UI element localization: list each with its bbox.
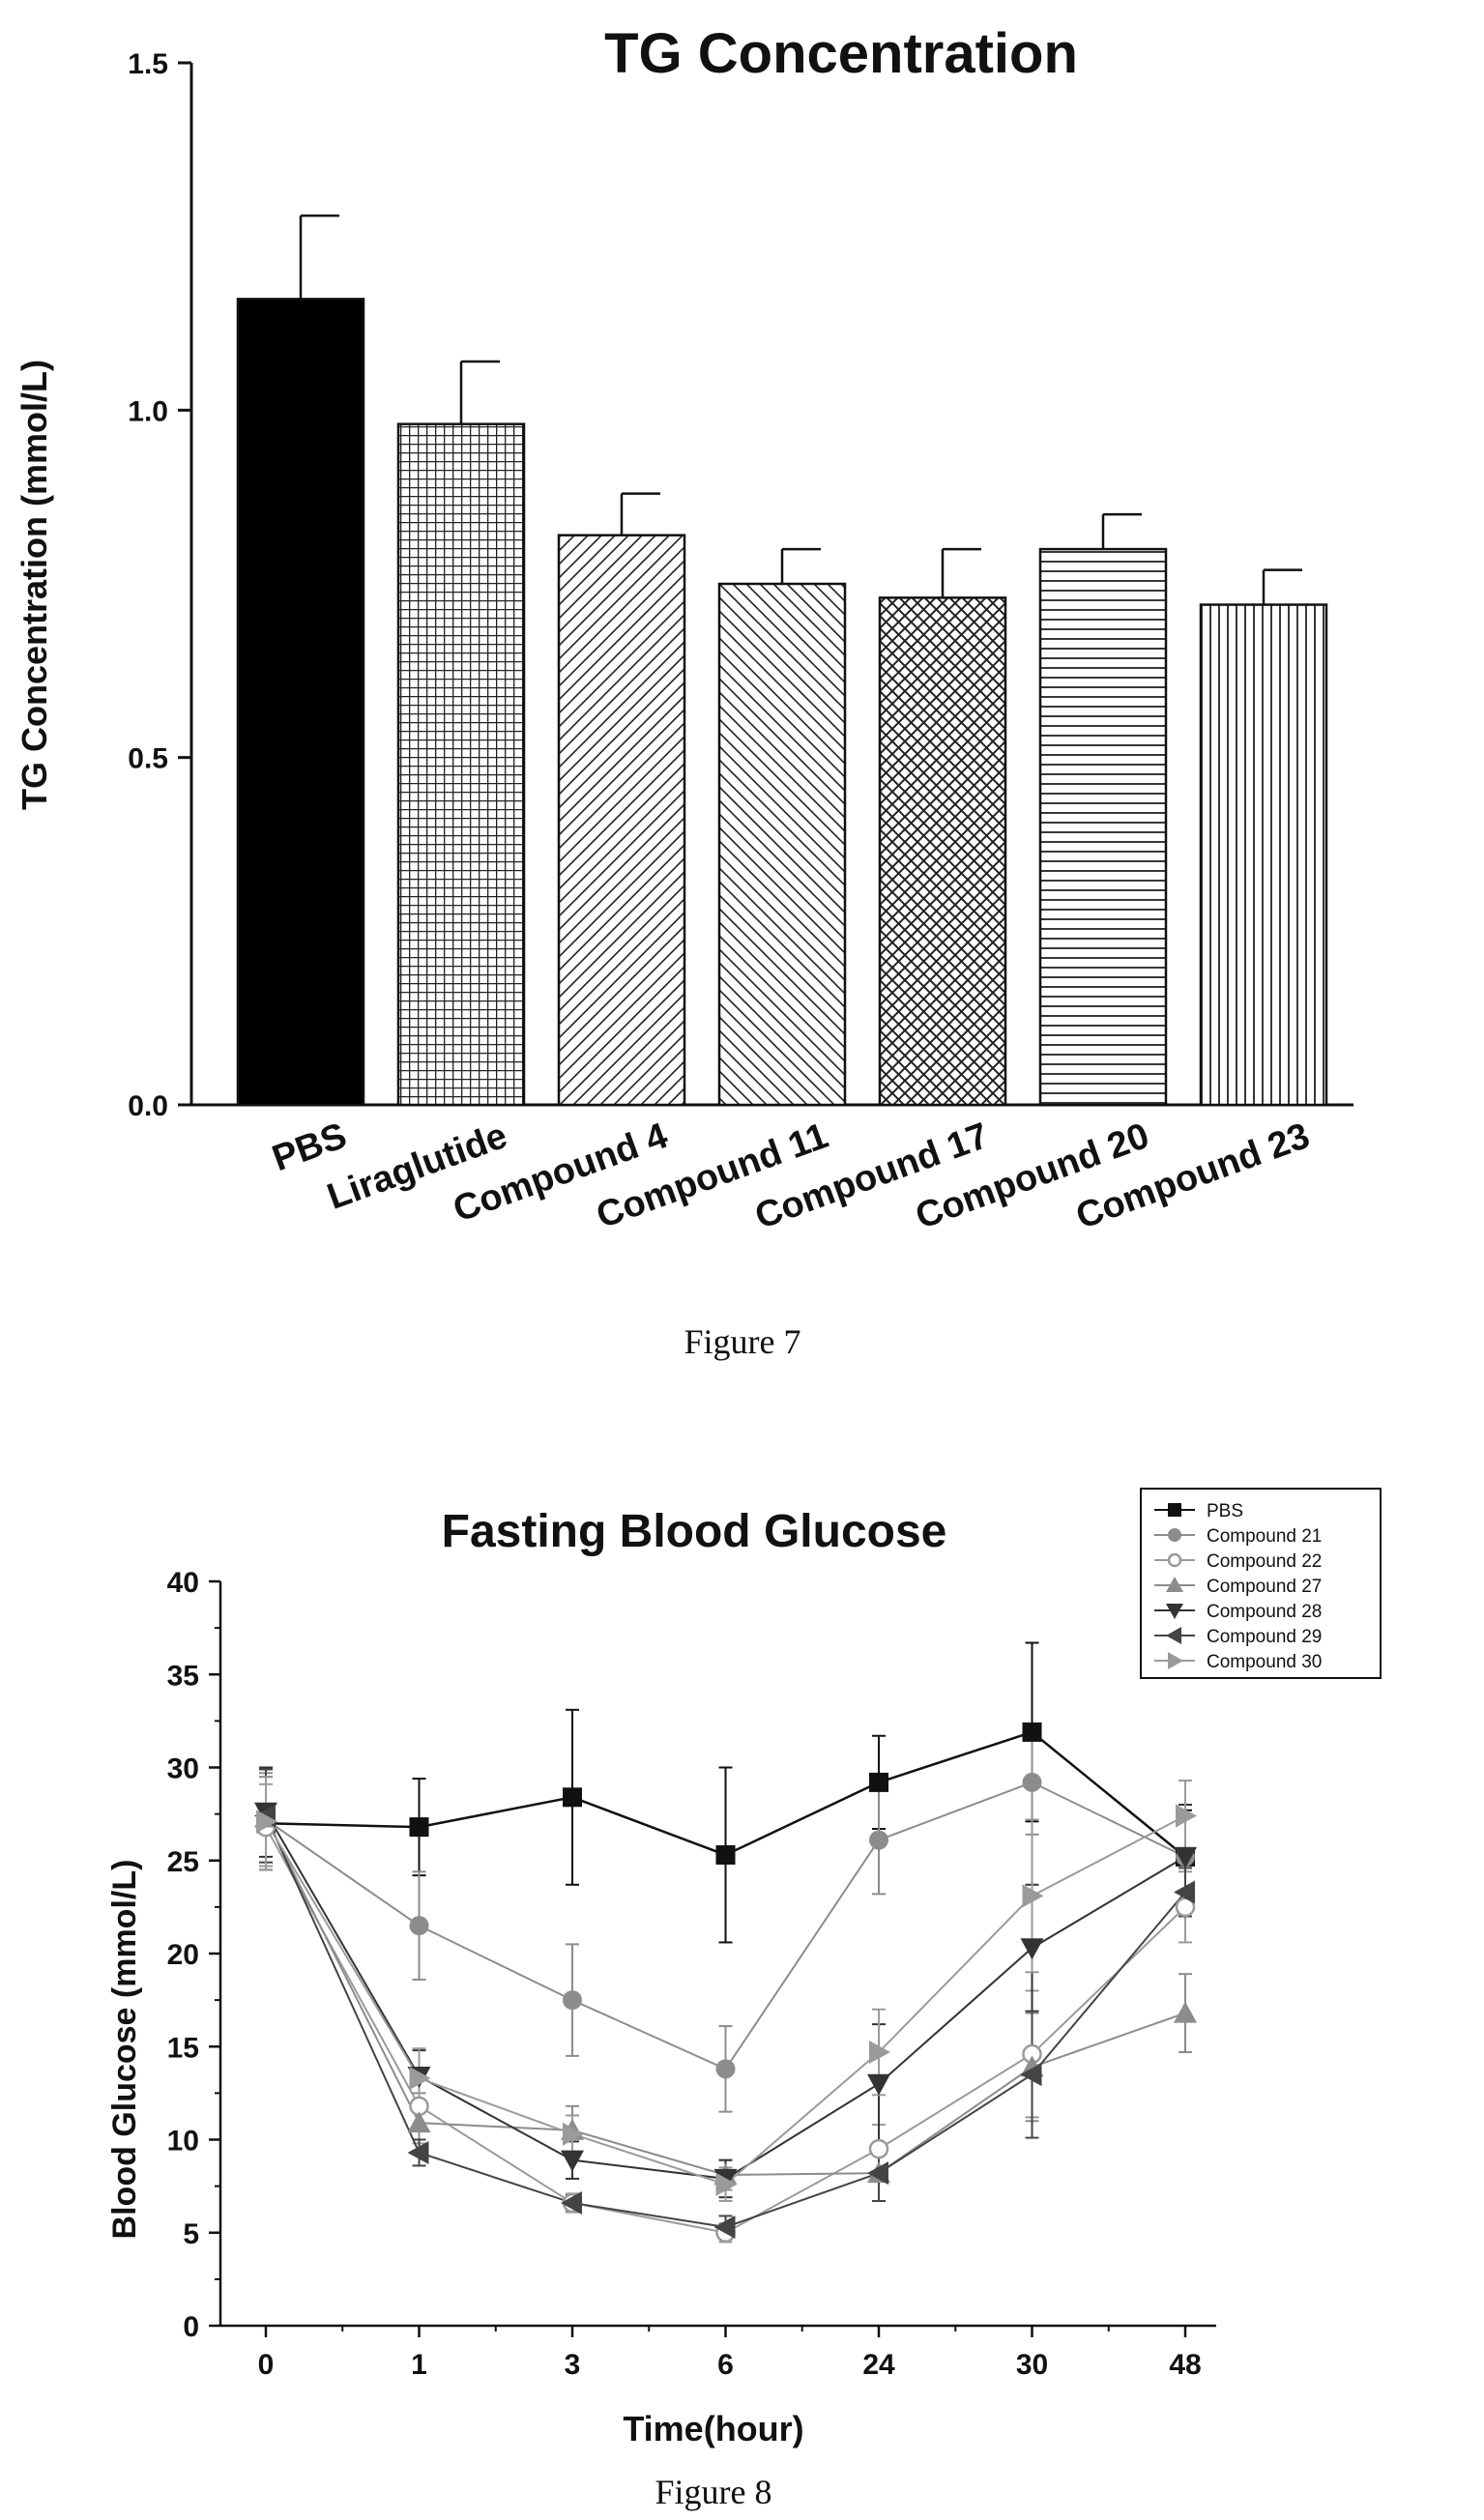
y-tick-label: 35 <box>167 1660 199 1692</box>
bar <box>717 582 847 1107</box>
data-point <box>1022 1884 1044 1908</box>
y-tick-labels: 0.0 0.5 1.0 1.5 <box>128 48 168 1122</box>
legend-marker <box>1168 1652 1183 1669</box>
legend-label: PBS <box>1207 1501 1243 1521</box>
data-point <box>713 2215 736 2239</box>
x-axis-label: Time(hour) <box>623 2409 803 2448</box>
data-point <box>1020 2063 1042 2087</box>
data-point <box>715 1844 736 1865</box>
chart-title: TG Concentration <box>604 22 1078 85</box>
y-tick-label: 0.5 <box>128 743 168 775</box>
data-point <box>407 2111 431 2133</box>
y-axis-label: Blood Glucose (mmol/L) <box>106 1860 143 2240</box>
bar <box>557 534 686 1107</box>
x-tick-label: 6 <box>717 2349 734 2381</box>
legend-label: Compound 22 <box>1207 1551 1322 1572</box>
data-point <box>561 2150 584 2172</box>
figure-7-bar-chart: TG Concentration TG Concentration (mmol/… <box>15 22 1353 1361</box>
y-tick-label: 40 <box>167 1567 199 1599</box>
error-bars <box>259 1641 1192 2244</box>
x-tick-label: 30 <box>1016 2349 1048 2381</box>
data-point <box>409 1817 429 1838</box>
data-point <box>1020 1938 1044 1960</box>
data-point <box>715 2172 738 2196</box>
y-tick-label: 0 <box>183 2311 199 2343</box>
y-tick-label: 1.0 <box>128 395 168 427</box>
data-point <box>1022 1722 1042 1742</box>
y-axis-label: TG Concentration (mmol/L) <box>15 360 54 810</box>
x-tick-labels: 0 1 3 6 24 30 48 <box>258 2349 1202 2381</box>
y-tick-label: 10 <box>167 2126 199 2158</box>
data-point <box>563 2122 584 2146</box>
legend-marker <box>1168 1503 1181 1517</box>
data-point <box>409 2066 431 2090</box>
legend-marker <box>1166 1627 1181 1644</box>
data-point <box>869 1772 888 1792</box>
data-point <box>869 1830 888 1850</box>
series-markers <box>254 1722 1197 2243</box>
data-point <box>1176 1804 1197 1828</box>
data-point <box>563 1787 582 1808</box>
legend-label: Compound 30 <box>1207 1652 1322 1672</box>
data-point <box>409 1916 429 1936</box>
data-point <box>867 2161 888 2186</box>
legend-marker <box>1166 1577 1183 1592</box>
data-point <box>869 2041 890 2065</box>
data-point <box>407 2140 429 2164</box>
x-tick-label: 1 <box>411 2349 427 2381</box>
figure-8-line-chart: Fasting Blood Glucose Blood Glucose (mmo… <box>106 1488 1382 2511</box>
bar <box>1038 547 1168 1107</box>
legend-label: Compound 27 <box>1207 1577 1322 1597</box>
data-point <box>868 2138 889 2159</box>
error-bars <box>299 214 1302 605</box>
y-tick-label: 0.0 <box>128 1090 168 1122</box>
legend-label: Compound 28 <box>1207 1602 1322 1622</box>
data-point <box>1022 1772 1042 1792</box>
x-tick-label: 48 <box>1169 2349 1201 2381</box>
chart-title: Fasting Blood Glucose <box>442 1506 947 1557</box>
figure-caption: Figure 8 <box>655 2473 772 2511</box>
bars <box>236 298 1328 1107</box>
y-tick-label: 30 <box>167 1753 199 1785</box>
y-tick-labels: 0 5 10 15 20 25 30 35 40 <box>167 1567 199 2343</box>
figure-caption: Figure 7 <box>684 1322 801 1361</box>
x-tick-label: 3 <box>565 2349 581 2381</box>
data-point <box>256 1810 277 1834</box>
legend-marker <box>1166 1604 1183 1619</box>
legend: PBS Compound 21 Compound 22 Compound 27 Comp… <box>1140 1488 1382 1679</box>
legend-marker <box>1168 1528 1181 1542</box>
axes <box>209 1579 1216 2337</box>
x-tick-label: 0 <box>258 2349 275 2381</box>
y-tick-label: 5 <box>183 2218 199 2250</box>
legend-marker <box>1167 1552 1182 1568</box>
data-point <box>561 2190 582 2215</box>
x-tick-label: 24 <box>862 2349 895 2381</box>
data-point <box>715 2059 736 2079</box>
data-point <box>867 2073 890 2096</box>
bar <box>1199 603 1328 1107</box>
bar <box>236 298 365 1107</box>
bar <box>878 596 1007 1107</box>
data-point <box>1174 1880 1195 1904</box>
data-point <box>1174 2001 1197 2023</box>
data-point <box>1174 1846 1197 1868</box>
bar <box>396 422 526 1107</box>
x-tick-label: PBS <box>267 1115 352 1179</box>
data-point <box>563 1990 582 2011</box>
legend-label: Compound 21 <box>1207 1526 1322 1547</box>
y-tick-label: 1.5 <box>128 48 168 80</box>
y-tick-label: 25 <box>167 1846 199 1878</box>
y-tick-label: 15 <box>167 2032 199 2064</box>
legend-box <box>1140 1488 1382 1679</box>
legend-label: Compound 29 <box>1207 1627 1322 1647</box>
y-tick-label: 20 <box>167 1939 199 1971</box>
